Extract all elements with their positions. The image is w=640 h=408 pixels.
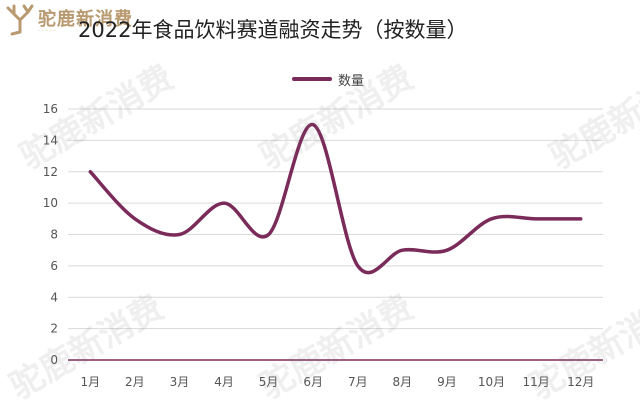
y-tick-label: 2	[50, 322, 58, 336]
y-tick-label: 14	[43, 133, 58, 147]
y-tick-label: 12	[43, 165, 58, 179]
x-tick-label: 2月	[125, 375, 145, 389]
x-tick-label: 7月	[348, 375, 368, 389]
y-tick-label: 8	[50, 228, 58, 242]
x-tick-label: 1月	[80, 375, 100, 389]
x-tick-label: 4月	[214, 375, 234, 389]
chart-title: 2022年食品饮料赛道融资走势（按数量）	[78, 18, 468, 42]
x-tick-label: 8月	[393, 375, 413, 389]
brand-subtext: ·····	[38, 28, 58, 35]
moose-logo-icon	[6, 4, 34, 36]
x-tick-label: 9月	[437, 375, 457, 389]
brand-logo: 驼鹿新消费 ·····	[4, 2, 164, 40]
y-tick-label: 0	[50, 353, 58, 367]
chart-legend: 数量	[292, 69, 364, 89]
brand-name: 驼鹿新消费	[38, 9, 133, 30]
x-tick-label: 5月	[259, 375, 279, 389]
y-tick-label: 4	[50, 290, 58, 304]
x-tick-label: 11月	[522, 375, 549, 389]
x-tick-label: 10月	[478, 375, 505, 389]
series-line	[88, 122, 583, 275]
y-tick-label: 10	[43, 196, 58, 210]
y-tick-label: 6	[50, 259, 58, 273]
x-tick-label: 12月	[567, 375, 594, 389]
y-tick-label: 16	[43, 102, 58, 116]
legend-label: 数量	[338, 73, 365, 89]
x-tick-label: 3月	[170, 375, 190, 389]
x-tick-label: 6月	[303, 375, 323, 389]
legend-swatch	[292, 77, 332, 81]
